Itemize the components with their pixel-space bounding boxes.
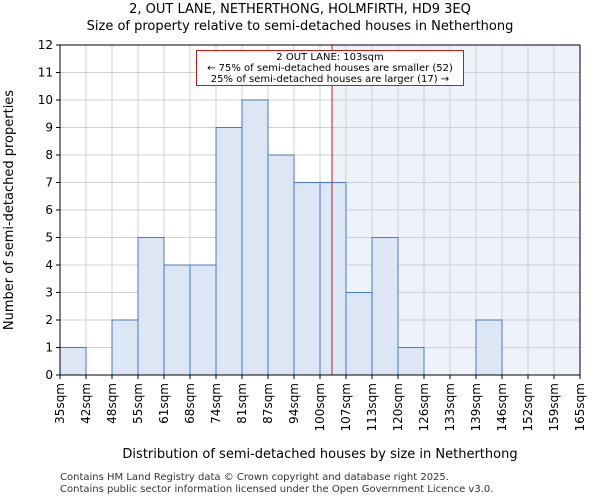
y-tick-label: 11 [38, 66, 53, 80]
x-tick-label: 55sqm [131, 383, 145, 424]
chart-subtitle: Size of property relative to semi-detach… [86, 19, 514, 34]
histogram-bar [371, 237, 399, 376]
property-annotation: 2 OUT LANE: 103sqm ← 75% of semi-detache… [196, 50, 464, 86]
histogram-bar [345, 292, 373, 376]
annotation-line-1: 2 OUT LANE: 103sqm [276, 52, 384, 63]
histogram-bar [293, 182, 321, 376]
x-tick-label: 120sqm [391, 383, 405, 431]
x-tick-label: 61sqm [157, 383, 171, 424]
y-tick-label: 3 [45, 286, 53, 300]
y-tick-label: 5 [45, 231, 53, 245]
x-tick-label: 94sqm [287, 383, 301, 424]
x-tick-label: 100sqm [313, 383, 327, 431]
annotation-line-3: 25% of semi-detached houses are larger (… [210, 74, 450, 85]
x-tick-label: 42sqm [79, 383, 93, 424]
histogram-bar [475, 319, 503, 376]
x-tick-label: 81sqm [235, 383, 249, 424]
chart-title: 2, OUT LANE, NETHERTHONG, HOLMFIRTH, HD9… [129, 2, 471, 17]
x-tick-label: 133sqm [443, 383, 457, 431]
x-tick-label: 48sqm [105, 383, 119, 424]
x-tick-label: 35sqm [53, 383, 67, 424]
x-tick-label: 126sqm [417, 383, 431, 431]
y-tick-label: 8 [45, 148, 53, 162]
y-tick-label: 0 [45, 368, 53, 382]
histogram-bar [163, 264, 191, 376]
x-axis-label: Distribution of semi-detached houses by … [122, 447, 517, 462]
y-tick-label: 12 [38, 38, 53, 52]
histogram-bar [397, 347, 425, 376]
x-tick-label: 107sqm [339, 383, 353, 431]
x-tick-label: 152sqm [521, 383, 535, 431]
y-tick-label: 9 [45, 121, 53, 135]
x-tick-label: 139sqm [469, 383, 483, 431]
histogram-bar [111, 319, 139, 376]
y-tick-label: 1 [45, 341, 53, 355]
histogram-bar [241, 99, 269, 376]
x-tick-label: 146sqm [495, 383, 509, 431]
x-tick-label: 68sqm [183, 383, 197, 424]
histogram-bar [137, 237, 165, 376]
histogram-bar [267, 154, 295, 376]
x-tick-label: 113sqm [365, 383, 379, 431]
x-tick-label: 159sqm [547, 383, 561, 431]
x-tick-label: 87sqm [261, 383, 275, 424]
x-tick-label: 165sqm [573, 383, 587, 431]
y-tick-label: 10 [38, 93, 53, 107]
annotation-line-2: ← 75% of semi-detached houses are smalle… [207, 63, 453, 74]
y-tick-label: 2 [45, 313, 53, 327]
y-axis-label: Number of semi-detached properties [2, 90, 17, 330]
histogram-bar [189, 264, 217, 376]
histogram-bar [59, 347, 87, 376]
y-tick-label: 7 [45, 176, 53, 190]
x-tick-label: 74sqm [209, 383, 223, 424]
histogram-bar [319, 182, 347, 376]
y-tick-label: 4 [45, 258, 53, 272]
footer-licence: Contains public sector information licen… [60, 484, 494, 495]
y-tick-label: 6 [45, 203, 53, 217]
footer-copyright: Contains HM Land Registry data © Crown c… [60, 472, 449, 483]
histogram-bar [215, 127, 243, 376]
